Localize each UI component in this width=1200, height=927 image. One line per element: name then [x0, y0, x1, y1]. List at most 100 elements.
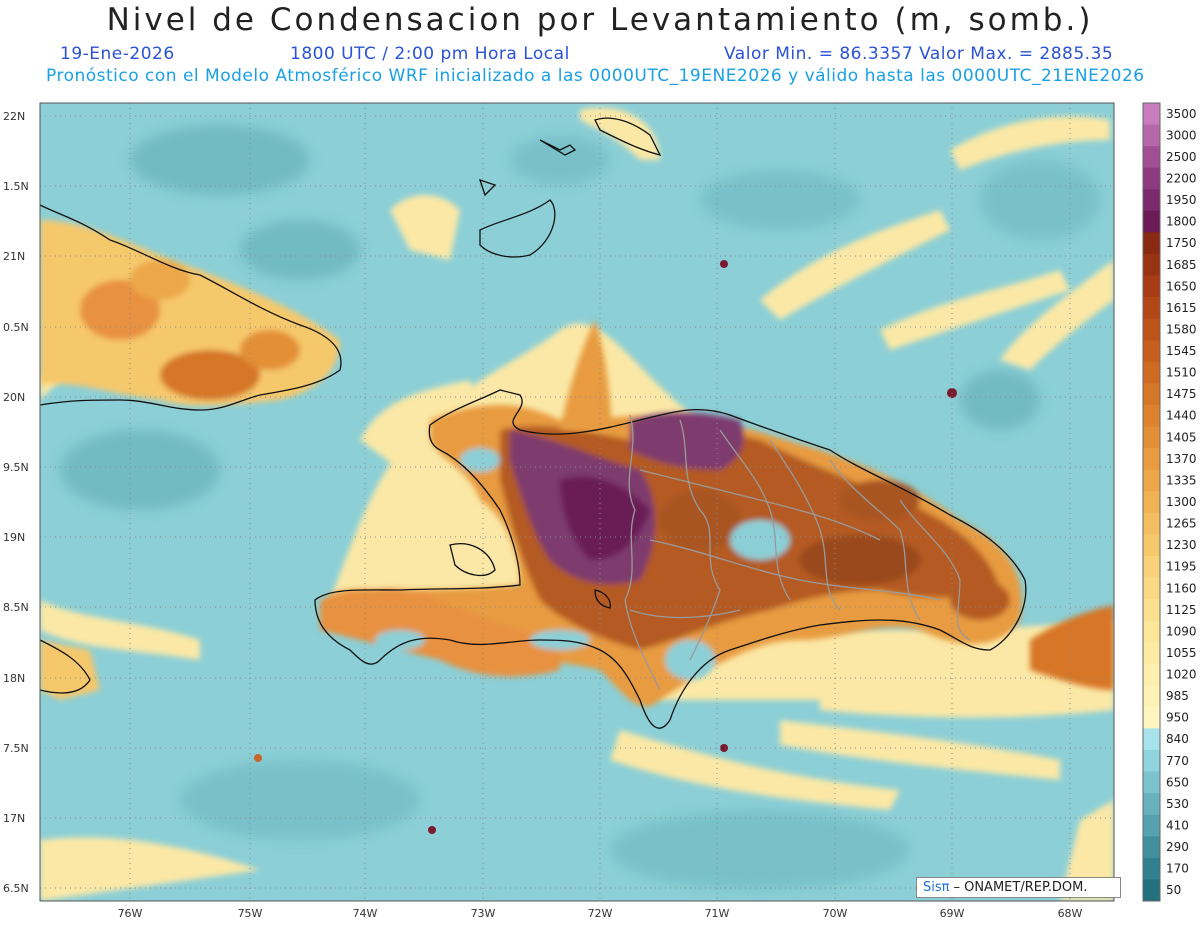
colorbar-swatch [1143, 534, 1160, 557]
colorbar-swatch [1143, 879, 1160, 902]
colorbar-label: 1020 [1166, 668, 1197, 682]
colorbar-label: 985 [1166, 689, 1189, 703]
island-hotspot [428, 826, 436, 834]
colorbar-swatch [1143, 275, 1160, 298]
colorbar-label: 1950 [1166, 193, 1197, 207]
island-hotspot [720, 744, 728, 752]
lat-tick-label: 6.5N [3, 882, 29, 895]
colorbar: 3500 3000 2500 2200 1950 1800 1750 1685 1650 1615… [1142, 102, 1197, 902]
lat-tick-label: 0.5N [3, 321, 29, 334]
lat-tick-label: 22N [3, 110, 25, 123]
lon-tick-label: 70W [823, 907, 848, 920]
colorbar-label: 3500 [1166, 107, 1197, 121]
colorbar-label: 1195 [1166, 560, 1197, 574]
colorbar-swatch [1143, 232, 1160, 255]
colorbar-swatch [1143, 189, 1160, 212]
colorbar-label: 1685 [1166, 258, 1197, 272]
colorbar-swatch [1143, 404, 1160, 428]
lon-tick-label: 74W [353, 907, 378, 920]
colorbar-label: 950 [1166, 711, 1189, 725]
colorbar-swatch [1143, 210, 1160, 233]
colorbar-swatch [1143, 599, 1160, 622]
colorbar-label: 410 [1166, 819, 1189, 833]
colorbar-label: 1405 [1166, 430, 1197, 444]
colorbar-label: 1055 [1166, 646, 1197, 660]
lat-tick-label: 7.5N [3, 742, 29, 755]
colorbar-swatch [1143, 469, 1160, 492]
colorbar-swatch [1143, 491, 1160, 514]
colorbar-label: 1125 [1166, 603, 1197, 617]
credit-text: – ONAMET/REP.DOM. [953, 880, 1088, 895]
lat-tick-label: 18N [3, 672, 25, 685]
colorbar-label: 1440 [1166, 409, 1197, 423]
colorbar-swatch [1143, 426, 1160, 449]
longitude-axis: 76W 75W 74W 73W 72W 71W 70W 69W 68W [118, 907, 1083, 920]
lat-tick-label: 19N [3, 531, 25, 544]
colorbar-label: 2500 [1166, 150, 1197, 164]
colorbar-label: 170 [1166, 862, 1189, 876]
colorbar-label: 1300 [1166, 495, 1197, 509]
colorbar-label: 770 [1166, 754, 1189, 768]
colorbar-swatch [1143, 103, 1160, 126]
forecast-time: 1800 UTC / 2:00 pm Hora Local [290, 44, 570, 64]
colorbar-label: 840 [1166, 732, 1189, 746]
colorbar-label: 1615 [1166, 301, 1197, 315]
colorbar-swatch [1143, 318, 1160, 341]
lat-tick-label: 8.5N [3, 601, 29, 614]
island-hotspot [720, 260, 728, 268]
lat-tick-label: 21N [3, 250, 25, 263]
lat-tick-label: 17N [3, 812, 25, 825]
colorbar-swatch [1143, 555, 1160, 578]
island-hotspot [254, 754, 262, 762]
lat-tick-label: 1.5N [3, 180, 29, 193]
forecast-date: 19-Ene-2026 [60, 44, 175, 64]
map-plot-area [40, 103, 1114, 901]
lon-tick-label: 69W [940, 907, 965, 920]
lon-tick-label: 72W [588, 907, 613, 920]
colorbar-label: 1800 [1166, 215, 1197, 229]
plot-frame [39, 102, 1115, 902]
colorbar-label: 2200 [1166, 171, 1197, 185]
colorbar-label: 1370 [1166, 452, 1197, 466]
low-lcl-regions [60, 125, 1100, 890]
credit-logo: Sisπ [923, 880, 950, 895]
colorbar-swatch [1143, 750, 1160, 773]
colorbar-swatch [1143, 297, 1160, 320]
colorbar-label: 1475 [1166, 387, 1197, 401]
lat-tick-label: 20N [3, 391, 25, 404]
colorbar-swatch [1143, 663, 1160, 686]
colorbar-label: 1750 [1166, 236, 1197, 250]
colorbar-label: 290 [1166, 840, 1189, 854]
colorbar-swatch [1143, 577, 1160, 600]
colorbar-swatch [1143, 706, 1160, 729]
colorbar-label: 1335 [1166, 473, 1197, 487]
lon-tick-label: 75W [238, 907, 263, 920]
colorbar-swatch [1143, 771, 1160, 794]
colorbar-swatch [1143, 146, 1160, 169]
colorbar-label: 50 [1166, 883, 1181, 897]
colorbar-swatch [1143, 253, 1160, 277]
colorbar-label: 1230 [1166, 538, 1197, 552]
colorbar-swatch [1143, 167, 1160, 190]
lon-tick-label: 73W [471, 907, 496, 920]
colorbar-swatch [1143, 836, 1160, 859]
colorbar-label: 530 [1166, 797, 1189, 811]
province-borders [624, 414, 971, 691]
colorbar-swatch [1143, 685, 1160, 708]
east-plume [1030, 605, 1114, 690]
colorbar-label: 1580 [1166, 322, 1197, 336]
forecast-description: Pronóstico con el Modelo Atmosférico WRF… [46, 66, 1145, 86]
colorbar-label: 1090 [1166, 624, 1197, 638]
colorbar-swatch [1143, 383, 1160, 406]
colorbar-frame [1142, 102, 1161, 902]
colorbar-label: 1160 [1166, 581, 1197, 595]
colorbar-label: 650 [1166, 775, 1189, 789]
colorbar-swatch [1143, 361, 1160, 384]
colorbar-swatch [1143, 620, 1160, 643]
colorbar-swatch [1143, 857, 1160, 880]
colorbar-swatch [1143, 340, 1160, 363]
map-title: Nivel de Condensacion por Levantamiento … [106, 2, 1094, 38]
colorbar-label: 1545 [1166, 344, 1197, 358]
min-max-values: Valor Min. = 86.3357 Valor Max. = 2885.3… [724, 44, 1114, 64]
